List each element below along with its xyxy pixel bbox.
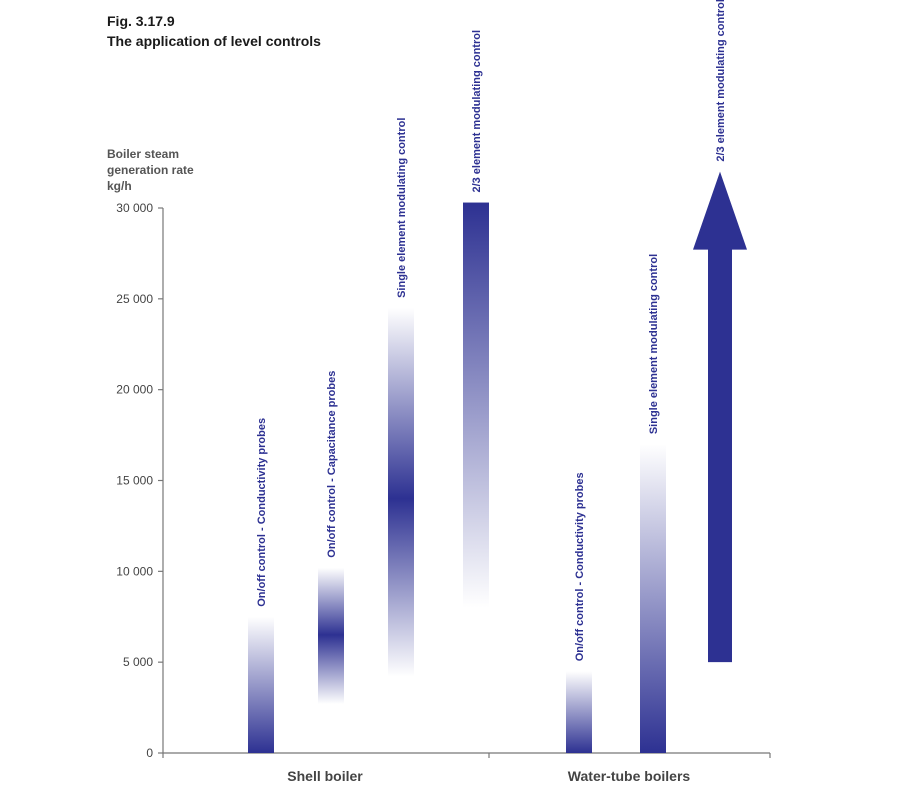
bar-label: On/off control - Conductivity probes <box>574 472 586 661</box>
bar-label: Single element modulating control <box>648 254 660 434</box>
bar <box>566 671 592 753</box>
axes: 0 5 000 10 000 15 000 20 000 25 000 30 000 Shel… <box>116 201 771 784</box>
bar-label: On/off control - Conductivity probes <box>256 418 268 607</box>
bar <box>463 202 489 608</box>
y-tick-label: 20 000 <box>116 383 153 397</box>
bar-label: 2/3 element modulating control <box>471 30 483 193</box>
y-axis-label: Boiler steam generation rate kg/h <box>107 146 194 194</box>
y-tick-label: 10 000 <box>116 564 153 578</box>
y-axis-label-line: generation rate <box>107 163 194 177</box>
bar-label: Single element modulating control <box>396 118 408 298</box>
category-label: Water-tube boilers <box>568 768 691 784</box>
y-tick-label: 0 <box>146 746 153 760</box>
bar <box>388 307 414 677</box>
y-axis-label-line: Boiler steam <box>107 147 180 161</box>
bar-labels: On/off control - Conductivity probes On/o… <box>256 0 727 661</box>
bar-label: 2/3 element modulating control <box>715 0 727 162</box>
bar-label: On/off control - Capacitance probes <box>326 371 338 558</box>
y-tick-label: 5 000 <box>123 655 153 669</box>
bars <box>248 171 747 753</box>
bar <box>248 616 274 753</box>
bar-arrow <box>693 171 747 663</box>
figure-title: The application of level controls <box>107 33 321 49</box>
y-tick-label: 30 000 <box>116 201 153 215</box>
y-tick-label: 25 000 <box>116 292 153 306</box>
bar <box>640 444 666 753</box>
y-axis-label-line: kg/h <box>107 179 132 193</box>
bar <box>318 567 344 704</box>
category-label: Shell boiler <box>287 768 363 784</box>
y-tick-label: 15 000 <box>116 474 153 488</box>
figure-number: Fig. 3.17.9 <box>107 13 175 29</box>
